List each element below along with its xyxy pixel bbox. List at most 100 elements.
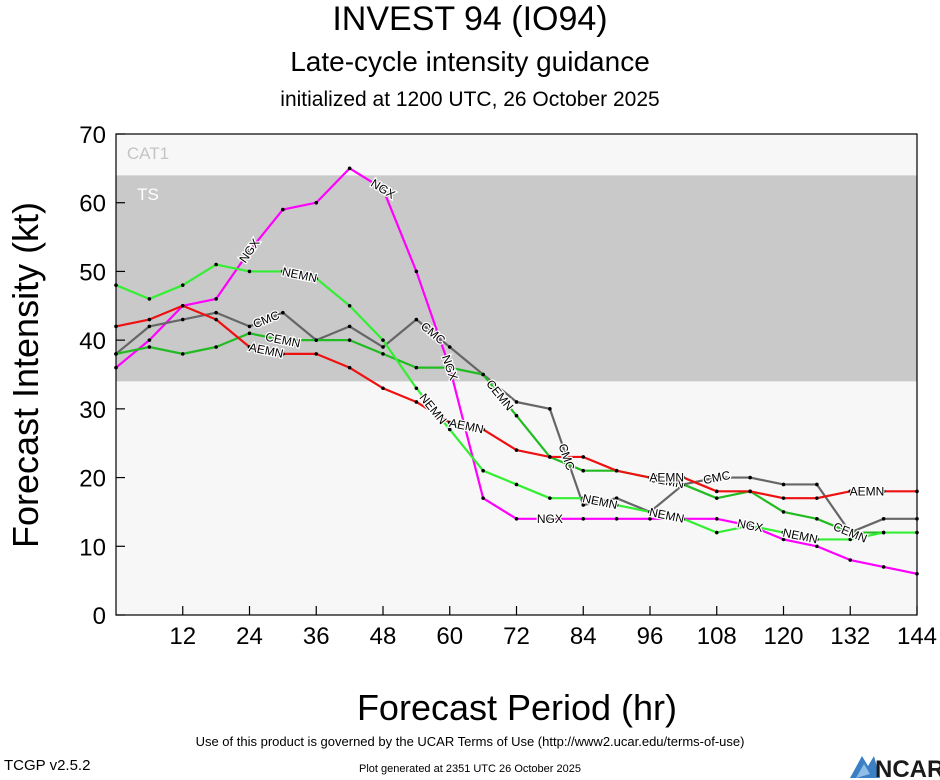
data-point-nemn — [347, 303, 352, 308]
data-point-nemn — [514, 482, 519, 487]
data-point-aemn — [514, 448, 519, 452]
data-point-aemn — [614, 468, 619, 473]
data-point-cemn — [581, 468, 586, 473]
series-label-nemn: NEMN — [781, 526, 818, 547]
series-label-ngx: NGX — [537, 512, 563, 526]
data-point-aemn — [781, 496, 786, 500]
data-point-ngx — [281, 207, 285, 212]
data-point-nemn — [881, 530, 886, 535]
y-tick-label: 60 — [79, 191, 106, 218]
data-point-nemn — [848, 537, 853, 542]
data-point-cemn — [681, 482, 686, 487]
x-tick-label: 12 — [169, 623, 196, 650]
x-tick-label: 48 — [370, 623, 397, 650]
x-tick-label: 84 — [570, 623, 597, 650]
x-tick-label: 108 — [697, 623, 737, 650]
data-point-aemn — [180, 303, 185, 308]
data-point-nemn — [648, 510, 652, 514]
series-label-aemn: AEMN — [649, 471, 684, 485]
data-point-ngx — [548, 517, 552, 521]
data-point-cmc — [581, 503, 586, 507]
data-point-nemn — [214, 262, 218, 267]
data-point-nemn — [714, 530, 719, 535]
y-axis-label: Forecast Intensity (kt) — [5, 202, 46, 548]
y-axis: 0 10 20 30 40 50 60 70 — [79, 122, 125, 630]
data-point-ngx — [648, 517, 652, 521]
y-tick-label: 40 — [79, 328, 106, 355]
data-point-ngx — [781, 537, 786, 542]
series-label-ngx: NGX — [736, 516, 764, 535]
data-point-nemn — [180, 283, 185, 287]
data-point-cemn — [281, 338, 285, 342]
data-point-ngx — [848, 558, 853, 562]
x-axis-label: Forecast Period (hr) — [357, 687, 677, 728]
data-point-nemn — [581, 496, 586, 500]
data-point-ngx — [247, 249, 252, 253]
data-point-cmc — [147, 324, 152, 329]
y-tick-label: 30 — [79, 397, 106, 424]
data-point-cmc — [815, 482, 819, 487]
data-point-nemn — [548, 496, 552, 500]
data-point-cemn — [214, 345, 218, 349]
data-point-cmc — [247, 324, 252, 329]
y-tick-label: 70 — [79, 122, 106, 149]
data-point-cmc — [347, 324, 352, 329]
data-point-aemn — [714, 489, 719, 494]
band-cat1 — [116, 134, 917, 176]
band-ts — [116, 175, 917, 382]
y-tick-label: 0 — [93, 603, 106, 630]
series-label-cmc: CMC — [702, 468, 732, 487]
x-tick-label: 36 — [303, 623, 330, 650]
x-tick-label: 120 — [763, 623, 803, 650]
series-label-cemn: CEMN — [264, 330, 301, 351]
data-point-cmc — [180, 317, 185, 322]
series-nemn — [114, 262, 919, 542]
data-point-cemn — [147, 345, 152, 349]
data-point-ngx — [581, 517, 586, 521]
data-point-aemn — [447, 420, 452, 425]
data-point-nemn — [314, 276, 319, 281]
x-tick-label: 144 — [897, 623, 937, 650]
data-point-cemn — [347, 338, 352, 342]
data-point-nemn — [414, 386, 419, 391]
data-point-cemn — [815, 517, 819, 521]
chart-subtitle: Late-cycle intensity guidance — [290, 46, 650, 77]
data-point-aemn — [281, 352, 285, 356]
band-label-ts: TS — [137, 185, 159, 204]
data-point-aemn — [681, 475, 686, 480]
data-point-aemn — [548, 455, 552, 459]
data-point-cmc — [781, 482, 786, 487]
chart-init-time: initialized at 1200 UTC, 26 October 2025 — [280, 88, 659, 111]
data-point-cemn — [714, 496, 719, 500]
data-point-aemn — [815, 496, 819, 500]
data-point-cmc — [514, 400, 519, 404]
data-point-cmc — [881, 517, 886, 521]
data-point-ngx — [815, 544, 819, 549]
data-point-cemn — [481, 372, 485, 377]
version-label: TCGP v2.5.2 — [4, 757, 91, 774]
ncar-logo-text: NCAR — [875, 756, 940, 780]
data-point-cmc — [447, 345, 452, 349]
data-point-cmc — [548, 407, 552, 411]
data-point-cmc — [414, 317, 419, 322]
data-point-cemn — [381, 352, 385, 356]
data-point-cemn — [848, 530, 853, 535]
data-point-aemn — [748, 489, 752, 494]
data-point-ngx — [314, 200, 319, 205]
data-point-aemn — [214, 317, 218, 322]
data-point-ngx — [381, 187, 385, 191]
data-point-nemn — [247, 269, 252, 274]
series-lines — [114, 166, 919, 576]
x-tick-label: 60 — [436, 623, 463, 650]
ncar-logo-mark-icon — [850, 756, 880, 778]
x-tick-label: 132 — [830, 623, 870, 650]
data-point-nemn — [381, 338, 385, 342]
y-tick-label: 50 — [79, 259, 106, 286]
data-point-aemn — [247, 345, 252, 349]
band-label-cat1: CAT1 — [127, 144, 169, 163]
data-point-nemn — [147, 297, 152, 301]
data-point-cemn — [247, 331, 252, 336]
data-point-nemn — [481, 468, 485, 473]
